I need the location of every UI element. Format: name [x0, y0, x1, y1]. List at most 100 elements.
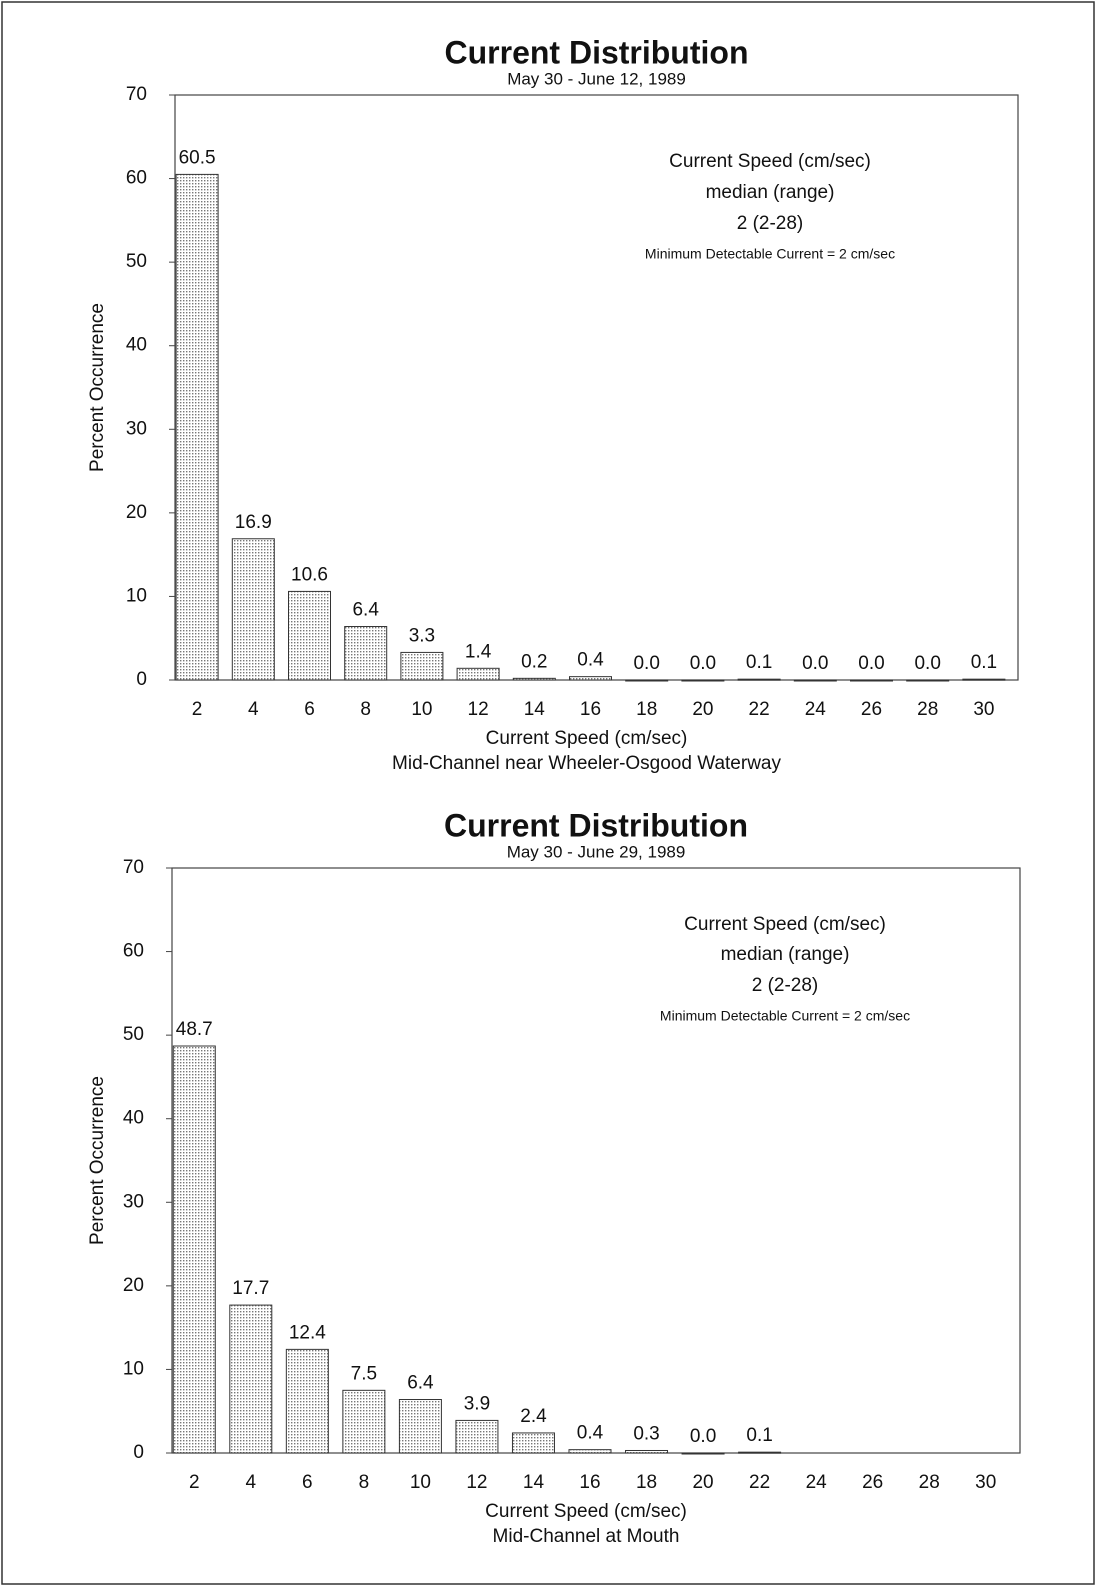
bar — [231, 538, 275, 681]
data-label: 0.0 — [802, 653, 828, 674]
x-tick-label: 24 — [806, 1472, 828, 1493]
y-tick-label: 20 — [123, 1275, 144, 1296]
data-label: 17.7 — [232, 1278, 269, 1299]
bar — [400, 651, 444, 681]
data-label: 0.4 — [577, 1423, 604, 1444]
x-tick-label: 4 — [248, 699, 259, 720]
x-tick-label: 30 — [973, 699, 994, 720]
x-tick-label: 18 — [636, 1472, 657, 1493]
data-label: 0.1 — [746, 1425, 772, 1446]
data-label: 0.4 — [577, 650, 604, 671]
chart-subtitle: May 30 - June 29, 1989 — [507, 842, 686, 861]
data-label: 0.1 — [746, 652, 772, 673]
x-tick-label: 26 — [861, 699, 882, 720]
data-label: 2.4 — [520, 1406, 547, 1427]
x-tick-label: 24 — [805, 699, 827, 720]
y-tick-label: 40 — [126, 335, 147, 356]
x-tick-label: 22 — [749, 699, 770, 720]
y-tick-label: 10 — [126, 585, 147, 606]
y-tick-label: 10 — [123, 1358, 144, 1379]
bar — [850, 679, 893, 682]
data-label: 10.6 — [291, 564, 328, 585]
x-axis-label: Current Speed (cm/sec) — [486, 728, 688, 749]
y-tick-label: 70 — [126, 84, 147, 105]
y-tick-label: 0 — [133, 1442, 144, 1463]
bar — [906, 679, 950, 682]
caption: Mid-Channel at Mouth — [493, 1526, 680, 1547]
x-tick-label: 26 — [862, 1472, 883, 1493]
x-tick-label: 22 — [749, 1472, 770, 1493]
bar — [455, 1419, 499, 1454]
y-tick-label: 50 — [126, 251, 147, 272]
bar — [342, 1389, 386, 1454]
data-label: 12.4 — [289, 1322, 326, 1343]
bar — [344, 626, 388, 681]
x-axis-label: Current Speed (cm/sec) — [485, 1501, 687, 1522]
y-tick-label: 30 — [123, 1191, 144, 1212]
annotation: 2 (2-28) — [737, 213, 804, 234]
bar — [681, 679, 725, 682]
data-label: 0.0 — [690, 653, 716, 674]
x-tick-label: 12 — [468, 699, 489, 720]
x-tick-label: 2 — [192, 699, 203, 720]
y-axis-label: Percent Occurrence — [87, 303, 108, 472]
data-label: 6.4 — [407, 1373, 434, 1394]
data-label: 6.4 — [352, 600, 379, 621]
x-tick-label: 8 — [359, 1472, 370, 1493]
bar — [625, 1449, 669, 1454]
y-tick-label: 20 — [126, 502, 147, 523]
data-label: 1.4 — [465, 641, 492, 662]
annotation: Current Speed (cm/sec) — [669, 151, 871, 172]
y-tick-label: 30 — [126, 418, 147, 439]
annotation: Current Speed (cm/sec) — [684, 914, 886, 935]
data-label: 3.9 — [464, 1393, 490, 1414]
bar — [172, 1045, 216, 1454]
x-tick-label: 8 — [360, 699, 371, 720]
x-tick-label: 6 — [302, 1472, 313, 1493]
x-tick-label: 20 — [692, 699, 713, 720]
data-label: 0.1 — [971, 652, 997, 673]
bar — [737, 678, 781, 681]
x-tick-label: 12 — [466, 1472, 487, 1493]
data-label: 0.0 — [858, 653, 884, 674]
annotation: 2 (2-28) — [752, 975, 819, 996]
x-tick-label: 16 — [579, 1472, 600, 1493]
y-tick-label: 60 — [126, 168, 147, 189]
annotation: median (range) — [721, 944, 850, 965]
bar — [398, 1399, 442, 1454]
y-tick-label: 50 — [123, 1024, 144, 1045]
bar — [285, 1348, 329, 1454]
bar — [681, 1452, 725, 1455]
annotation: Minimum Detectable Current = 2 cm/sec — [660, 1008, 910, 1024]
x-tick-label: 10 — [411, 699, 432, 720]
annotation: Minimum Detectable Current = 2 cm/sec — [645, 246, 895, 262]
data-label: 48.7 — [176, 1019, 213, 1040]
bar — [793, 679, 837, 682]
y-axis-label: Percent Occurrence — [87, 1076, 108, 1245]
x-tick-label: 16 — [580, 699, 601, 720]
y-tick-label: 70 — [123, 857, 144, 878]
x-tick-label: 28 — [919, 1472, 940, 1493]
bar — [175, 173, 219, 681]
chart-title: Current Distribution — [445, 34, 749, 70]
x-tick-label: 10 — [410, 1472, 431, 1493]
chart-subtitle: May 30 - June 12, 1989 — [507, 69, 686, 88]
x-tick-label: 30 — [975, 1472, 996, 1493]
bar — [511, 1432, 555, 1454]
x-tick-label: 6 — [304, 699, 315, 720]
y-tick-label: 40 — [123, 1108, 144, 1129]
data-label: 0.0 — [633, 653, 659, 674]
bar — [229, 1304, 273, 1454]
data-label: 3.3 — [409, 625, 435, 646]
bar — [738, 1451, 782, 1454]
annotation: median (range) — [706, 182, 835, 203]
data-label: 60.5 — [179, 147, 216, 168]
bar — [288, 590, 331, 681]
chart-title: Current Distribution — [444, 807, 748, 843]
caption: Mid-Channel near Wheeler-Osgood Waterway — [392, 753, 781, 774]
data-label: 0.3 — [633, 1424, 659, 1445]
bar — [625, 679, 669, 682]
y-tick-label: 60 — [123, 941, 144, 962]
